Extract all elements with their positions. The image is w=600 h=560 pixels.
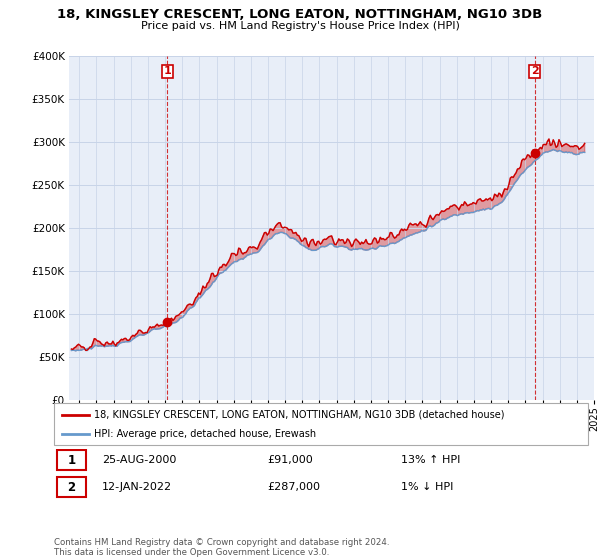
Text: £91,000: £91,000 <box>268 455 313 465</box>
Text: Price paid vs. HM Land Registry's House Price Index (HPI): Price paid vs. HM Land Registry's House … <box>140 21 460 31</box>
Text: 1: 1 <box>67 454 76 467</box>
Text: 13% ↑ HPI: 13% ↑ HPI <box>401 455 460 465</box>
Bar <box>56 450 86 470</box>
Text: 12-JAN-2022: 12-JAN-2022 <box>102 482 172 492</box>
Text: £287,000: £287,000 <box>268 482 320 492</box>
Text: 1: 1 <box>163 66 171 76</box>
Text: 18, KINGSLEY CRESCENT, LONG EATON, NOTTINGHAM, NG10 3DB (detached house): 18, KINGSLEY CRESCENT, LONG EATON, NOTTI… <box>94 409 505 419</box>
Text: 1% ↓ HPI: 1% ↓ HPI <box>401 482 454 492</box>
Text: 2: 2 <box>67 480 76 494</box>
Text: Contains HM Land Registry data © Crown copyright and database right 2024.
This d: Contains HM Land Registry data © Crown c… <box>54 538 389 557</box>
Bar <box>56 477 86 497</box>
Text: 2: 2 <box>531 66 539 76</box>
Text: HPI: Average price, detached house, Erewash: HPI: Average price, detached house, Erew… <box>94 429 316 439</box>
Text: 18, KINGSLEY CRESCENT, LONG EATON, NOTTINGHAM, NG10 3DB: 18, KINGSLEY CRESCENT, LONG EATON, NOTTI… <box>58 8 542 21</box>
Text: 25-AUG-2000: 25-AUG-2000 <box>102 455 176 465</box>
